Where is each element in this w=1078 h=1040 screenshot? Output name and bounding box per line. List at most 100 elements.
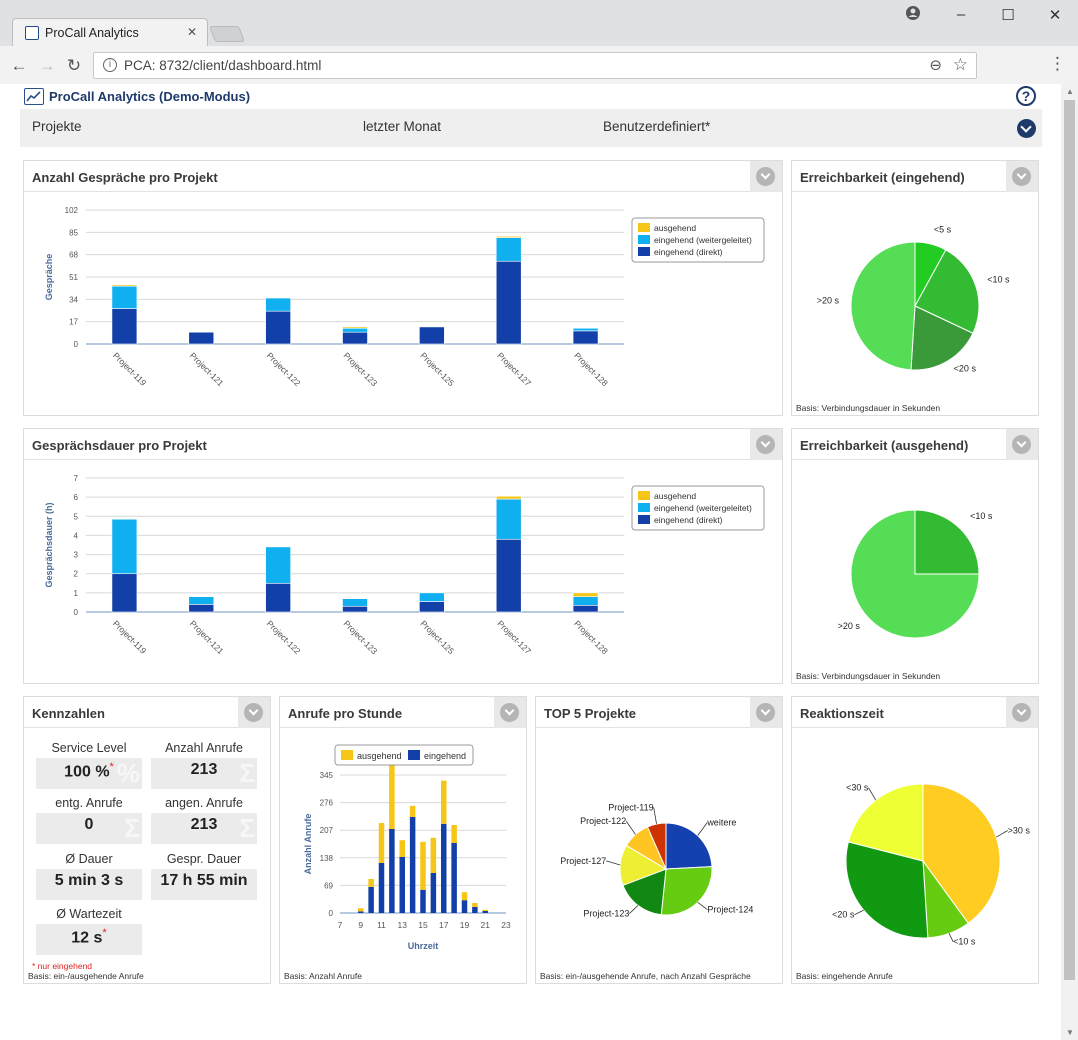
y-tick-label: 0 (74, 340, 79, 349)
legend-swatch (638, 503, 650, 512)
bar (188, 596, 215, 605)
x-tick-label: Project-123 (342, 350, 380, 388)
bar (389, 829, 395, 913)
filter-mode[interactable]: Benutzerdefiniert* (603, 119, 711, 134)
legend-label: eingehend (424, 751, 466, 761)
new-tab-button[interactable] (209, 26, 245, 42)
panel-menu-button[interactable] (494, 697, 526, 728)
x-axis-label: Uhrzeit (408, 941, 439, 951)
close-window-icon[interactable]: ✕ (1048, 7, 1062, 24)
url-input[interactable]: i PCA: 8732/client/dashboard.html ⊖ ☆ (93, 52, 977, 79)
reach-out-pie-chart: <10 s >20 s (838, 509, 993, 639)
panel-basis: Basis: eingehende Anrufe (796, 971, 893, 981)
y-tick-label: 17 (69, 318, 78, 327)
pie-label-connector (868, 787, 877, 801)
panel-menu-button[interactable] (1006, 161, 1038, 192)
kpi-label: Service Level (36, 741, 142, 758)
pie-label-connector (629, 905, 639, 914)
x-tick-label: Project-127 (495, 350, 533, 388)
bar (265, 297, 291, 312)
panel-menu-button[interactable] (238, 697, 270, 728)
app-header: ProCall Analytics (Demo-Modus) ? (20, 86, 1050, 108)
kpi-value: 100 %* (36, 761, 142, 781)
panel-reach-in: Erreichbarkeit (eingehend) <5 s <10 s <20 … (791, 160, 1039, 416)
scroll-up-icon[interactable]: ▲ (1066, 87, 1074, 96)
filter-projects[interactable]: Projekte (32, 119, 82, 134)
y-tick-label: 34 (69, 295, 78, 304)
bar (358, 911, 364, 913)
page-scrollbar[interactable]: ▲ ▼ (1061, 84, 1078, 1040)
bar (342, 331, 368, 345)
tab-close-icon[interactable]: ✕ (186, 25, 197, 39)
bar (419, 326, 445, 345)
pie-label-connector (625, 820, 636, 835)
minimize-icon[interactable]: – (956, 6, 966, 23)
info-icon[interactable]: i (103, 58, 117, 72)
bar (409, 817, 416, 913)
back-icon[interactable]: ← (10, 56, 28, 75)
panel-duration-per-project: Gesprächsdauer pro Projekt 0 1 2 3 4 5 6 7 Gespr… (23, 428, 783, 684)
kpi-value-text: 12 s (71, 929, 103, 947)
panel-basis: Basis: ein-/ausgehende Anrufe (28, 971, 144, 981)
bar (188, 604, 215, 613)
bookmark-star-icon[interactable]: ☆ (952, 55, 968, 74)
kpi-label: Anzahl Anrufe (151, 741, 257, 758)
forward-icon[interactable]: → (38, 56, 56, 75)
maximize-icon[interactable]: ☐ (1001, 7, 1015, 24)
reaction-pie-chart: >30 s <10 s <20 s <30 s (832, 783, 1030, 947)
bar (430, 873, 437, 913)
scroll-down-icon[interactable]: ▼ (1066, 1028, 1074, 1037)
bar (342, 327, 368, 333)
kpi-label: Gespr. Dauer (151, 852, 257, 869)
bar (472, 907, 478, 913)
bar (572, 330, 599, 345)
kpi-value-text: 213 (190, 761, 218, 778)
bar (378, 823, 385, 863)
panel-reaction: Reaktionszeit >30 s <10 s <20 s <30 s Basis… (791, 696, 1039, 984)
pie-label: <30 s (846, 783, 869, 793)
filter-period[interactable]: letzter Monat (363, 119, 442, 134)
panel-kpis: Kennzahlen % Service Level 100 %* Σ Anzahl A… (23, 696, 271, 984)
kpi-value-text: 100 % (64, 763, 110, 781)
browser-menu-icon[interactable]: ⋮ (1049, 54, 1066, 73)
app-logo-icon (24, 88, 44, 105)
scrollbar-thumb[interactable] (1064, 100, 1075, 980)
zoom-icon[interactable]: ⊖ (929, 57, 942, 74)
filter-expand-button[interactable] (1017, 119, 1036, 138)
panel-menu-button[interactable] (1006, 697, 1038, 728)
panel-menu-button[interactable] (1006, 429, 1038, 460)
pie-label: <10 s (970, 511, 993, 521)
legend-swatch (638, 223, 650, 232)
bar (495, 538, 522, 613)
help-button[interactable]: ? (1016, 86, 1036, 106)
y-axis-label: Anzahl Anrufe (303, 814, 313, 875)
kpi-label: angen. Anrufe (151, 796, 257, 813)
x-tick-label: Project-122 (265, 618, 303, 656)
tab-strip: ProCall Analytics ✕ – ☐ ✕ (0, 0, 1078, 47)
x-tick-label: 21 (481, 920, 491, 930)
x-tick-label: Project-128 (572, 350, 610, 388)
panel-basis: Basis: Anzahl Anrufe (284, 971, 362, 981)
panel-calls-per-project: Anzahl Gespräche pro Projekt 0 17 34 51 68 85… (23, 160, 783, 416)
bar (188, 331, 215, 345)
top5-pie-chart: weitere Project-124 Project-123 Project-127… (560, 802, 753, 918)
x-tick-label: Project-122 (265, 350, 303, 388)
bar (420, 841, 426, 890)
legend-swatch (638, 491, 650, 500)
y-tick-label: 1 (74, 589, 79, 598)
panel-title: Reaktionszeit (800, 706, 884, 721)
bar (472, 903, 478, 907)
browser-tab[interactable]: ProCall Analytics ✕ (12, 18, 208, 47)
pie-label-connector (697, 822, 708, 836)
panel-header: Gesprächsdauer pro Projekt (24, 429, 782, 460)
x-tick-label: 9 (358, 920, 363, 930)
reload-icon[interactable]: ↻ (66, 56, 82, 75)
panel-title: Anrufe pro Stunde (288, 706, 403, 721)
panel-menu-button[interactable] (750, 429, 782, 460)
kpi-value: 5 min 3 s (36, 872, 142, 890)
kpi-value: 12 s* (36, 927, 142, 947)
panel-menu-button[interactable] (750, 161, 782, 192)
panel-menu-button[interactable] (750, 697, 782, 728)
legend-swatch (638, 247, 650, 256)
profile-icon[interactable] (898, 5, 928, 25)
